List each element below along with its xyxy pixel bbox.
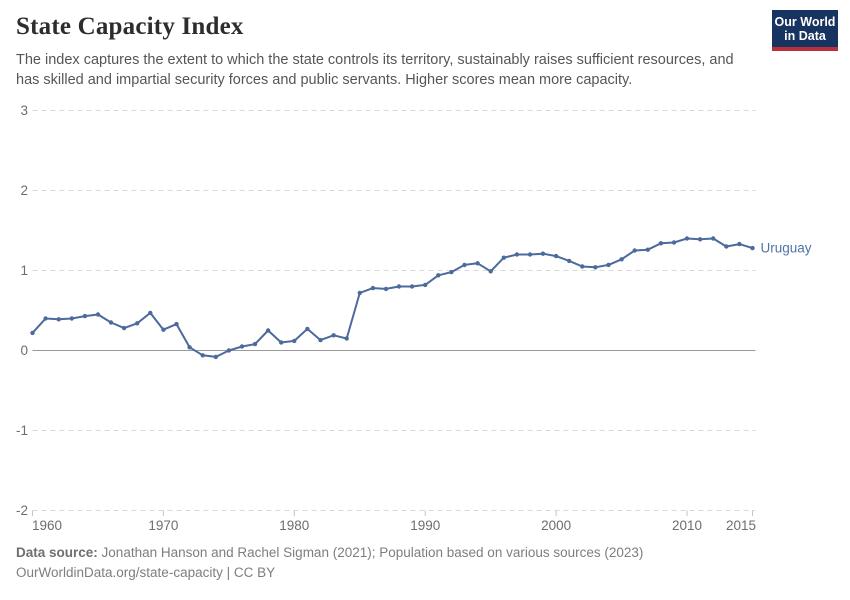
data-point-2014 <box>737 241 742 247</box>
data-point-1999 <box>540 251 546 256</box>
data-point-1998 <box>527 252 533 257</box>
data-point-1982 <box>318 337 323 343</box>
x-tick-label-1980: 1980 <box>279 518 309 533</box>
x-tick-label-1990: 1990 <box>410 518 440 533</box>
data-point-1961 <box>43 316 48 321</box>
data-point-2006 <box>632 248 637 253</box>
y-tick-label-1: 1 <box>20 263 28 278</box>
data-point-1965 <box>95 312 101 317</box>
data-source-line: Data source: Jonathan Hanson and Rachel … <box>16 543 643 563</box>
gridlines <box>32 110 756 511</box>
data-point-1974 <box>213 354 218 360</box>
data-point-1997 <box>514 252 520 257</box>
data-point-2004 <box>606 262 611 268</box>
y-tick-label-2: 2 <box>20 183 28 198</box>
data-point-1979 <box>279 340 284 345</box>
data-point-1994 <box>475 261 480 266</box>
data-point-1972 <box>187 345 192 350</box>
data-point-1984 <box>344 336 349 341</box>
data-source-label: Data source: <box>16 545 98 560</box>
data-point-1987 <box>383 286 389 292</box>
logo-line1: Our World <box>774 15 836 29</box>
chart-subtitle: The index captures the extent to which t… <box>16 52 734 88</box>
data-point-2015 <box>750 245 755 251</box>
x-tick-label-2010: 2010 <box>672 518 702 533</box>
data-point-1995 <box>488 269 493 274</box>
data-point-1985 <box>357 290 362 296</box>
data-point-2012 <box>711 236 716 241</box>
data-point-1981 <box>305 326 310 332</box>
data-point-2002 <box>580 264 585 269</box>
data-point-1977 <box>252 341 258 347</box>
x-tick-label-1970: 1970 <box>148 518 178 533</box>
data-point-1996 <box>501 255 506 260</box>
data-point-1975 <box>226 348 232 353</box>
data-point-1971 <box>174 321 179 327</box>
data-point-1990 <box>423 282 428 288</box>
data-point-1968 <box>135 321 140 326</box>
y-tick-label-3: 3 <box>20 103 28 118</box>
data-point-1964 <box>82 313 88 319</box>
data-point-1991 <box>436 273 441 278</box>
data-point-2010 <box>684 236 690 241</box>
data-point-1969 <box>148 310 153 316</box>
data-point-2008 <box>658 241 664 246</box>
data-point-1988 <box>396 284 402 289</box>
y-tick-label--1: -1 <box>16 423 28 438</box>
x-axis: 1960 1970 1980 1990 2000 2010 2015 <box>32 510 756 533</box>
x-tick-label-1960: 1960 <box>32 518 62 533</box>
y-tick-label--2: -2 <box>16 503 28 518</box>
y-tick-label-0: 0 <box>20 343 28 358</box>
x-tick-label-2015: 2015 <box>726 518 756 533</box>
data-point-2011 <box>697 237 703 242</box>
data-point-2005 <box>619 257 624 262</box>
data-point-1983 <box>331 333 336 338</box>
data-point-2013 <box>724 244 729 249</box>
y-axis-labels: 3 2 1 0 -1 -2 <box>16 103 28 518</box>
x-tick-label-2000: 2000 <box>541 518 571 533</box>
data-point-1963 <box>69 316 75 321</box>
series-line-uruguay <box>31 237 754 358</box>
data-point-1962 <box>56 317 61 322</box>
chart-footer: Data source: Jonathan Hanson and Rachel … <box>16 543 643 583</box>
data-point-1973 <box>200 353 205 358</box>
data-point-1970 <box>161 327 166 332</box>
data-point-1986 <box>370 285 376 291</box>
data-point-1980 <box>292 338 297 344</box>
data-point-2000 <box>553 253 559 259</box>
data-point-2003 <box>593 265 598 270</box>
footer-note: OurWorldinData.org/state-capacity | CC B… <box>16 565 276 580</box>
data-point-1967 <box>121 325 127 331</box>
data-point-2007 <box>645 247 650 252</box>
data-point-1978 <box>265 328 271 333</box>
data-point-1976 <box>239 344 245 349</box>
data-point-1993 <box>462 262 467 268</box>
data-point-1989 <box>409 284 415 289</box>
data-point-1960 <box>30 330 35 336</box>
logo-line2: in Data <box>784 29 826 43</box>
data-source-text: Jonathan Hanson and Rachel Sigman (2021)… <box>101 545 644 560</box>
data-point-1992 <box>449 269 454 275</box>
page-title: State Capacity Index <box>16 13 244 40</box>
series-group <box>30 236 755 360</box>
owid-logo: Our World in Data <box>772 10 838 51</box>
entity-label: Uruguay <box>761 241 812 256</box>
data-point-1966 <box>108 320 114 325</box>
data-point-2001 <box>567 258 572 264</box>
data-point-2009 <box>671 240 677 245</box>
